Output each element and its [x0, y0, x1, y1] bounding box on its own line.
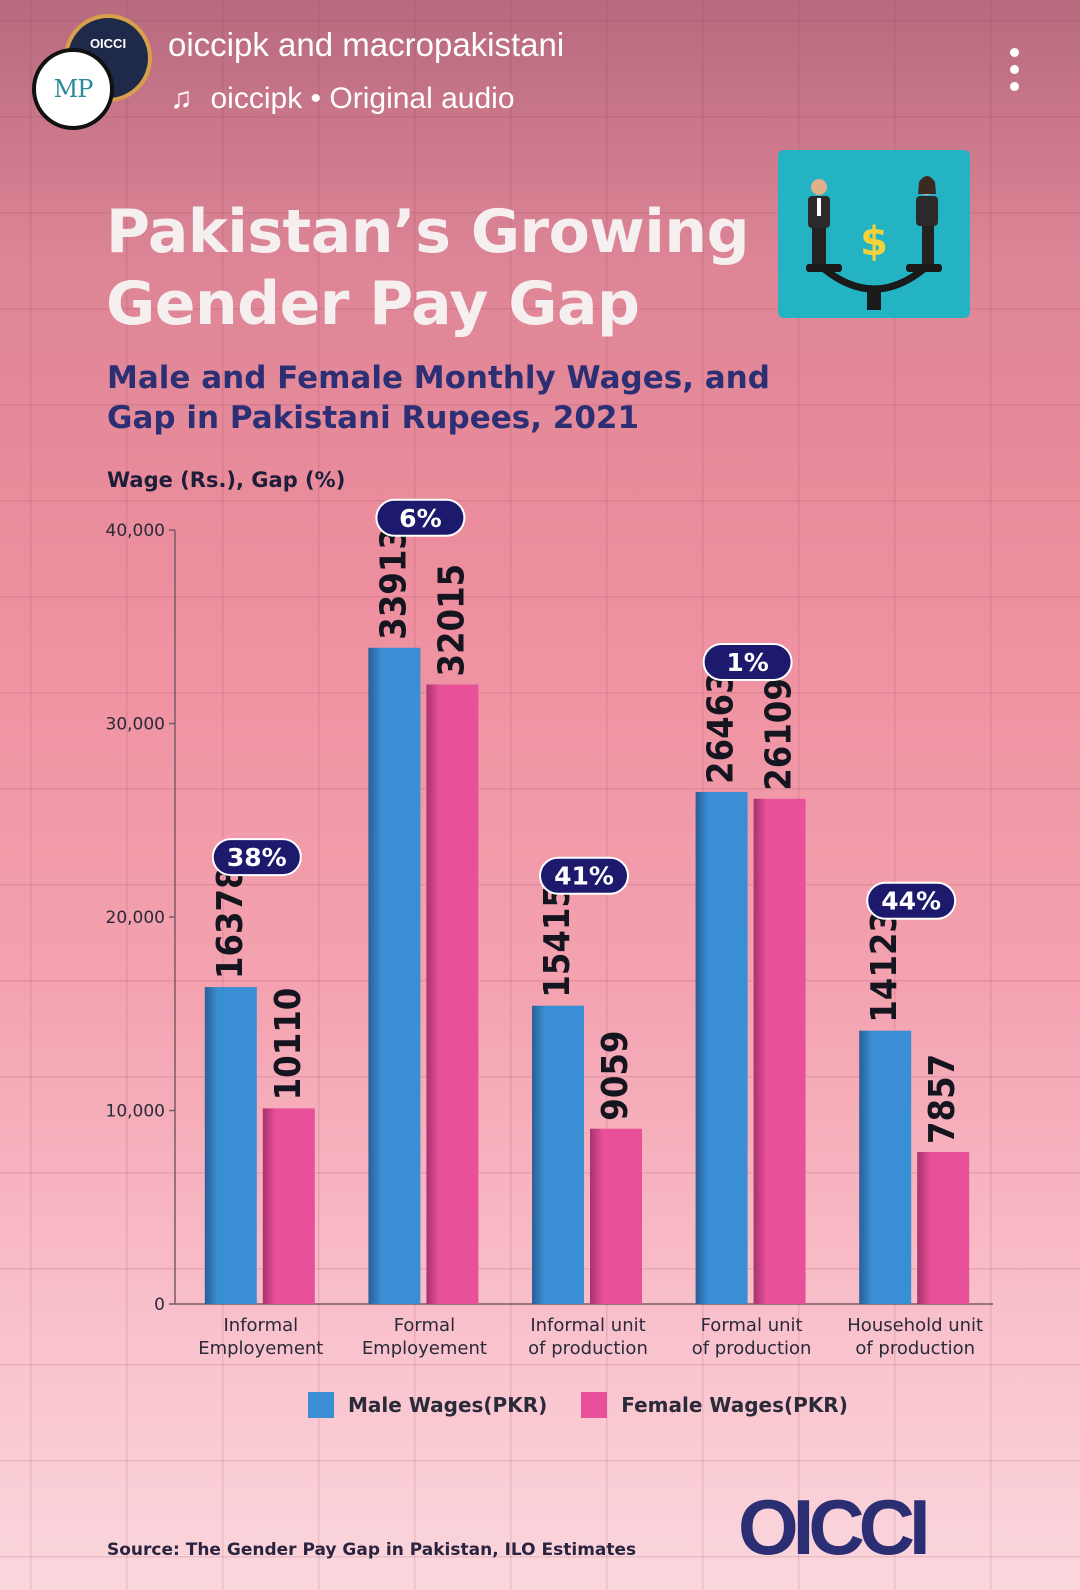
data-label-female: 10110 [268, 988, 309, 1101]
gap-label: 38% [227, 843, 287, 872]
legend-label-female: Female Wages(PKR) [621, 1393, 848, 1417]
gap-label: 1% [726, 648, 768, 677]
bar-female [753, 798, 806, 1304]
x-tick-label: Employement [362, 1338, 487, 1359]
audio-attribution[interactable]: ♫ oiccipk • Original audio [170, 82, 515, 116]
author-oiccipk[interactable]: oiccipk [168, 26, 269, 63]
audio-account: oiccipk [210, 82, 303, 115]
oicci-logo: OICCI [738, 1483, 931, 1571]
gap-badge [375, 498, 466, 537]
bar-male [695, 791, 748, 1304]
gap-label: 6% [399, 504, 441, 533]
avatar-mp-text: MP [53, 75, 94, 103]
bar-female [426, 684, 479, 1304]
legend-swatch-male [308, 1392, 334, 1418]
svg-text:$: $ [860, 219, 888, 265]
author-macropakistani[interactable]: macropakistani [342, 26, 565, 63]
x-tick-label: Employement [198, 1338, 323, 1359]
data-label-male: 15415 [537, 885, 578, 998]
audio-separator: • [302, 82, 330, 115]
gap-label: 41% [554, 862, 614, 891]
legend-item-male: Male Wages(PKR) [308, 1392, 547, 1418]
infographic-title: Pakistan’s Growing Gender Pay Gap [106, 196, 750, 340]
bar-female [262, 1108, 315, 1304]
x-tick-label: Informal unit [530, 1315, 645, 1336]
bar-male [859, 1030, 912, 1304]
title-line-1: Pakistan’s Growing [106, 197, 750, 267]
gap-badge [211, 838, 302, 877]
bar-female [590, 1128, 642, 1304]
data-label-female: 26109 [759, 678, 800, 791]
y-tick-label: 10,000 [106, 1102, 165, 1122]
audio-label: Original audio [329, 82, 515, 115]
avatar-macropakistani[interactable]: MP [32, 48, 114, 130]
data-label-male: 26463 [701, 671, 742, 784]
post-authors[interactable]: oiccipk and macropakistani [168, 26, 564, 64]
x-tick-label: of production [692, 1338, 812, 1359]
x-tick-label: of production [855, 1338, 975, 1359]
gap-label: 44% [881, 887, 941, 916]
gap-badge [539, 856, 629, 895]
legend-item-female: Female Wages(PKR) [581, 1392, 848, 1418]
y-tick-label: 30,000 [106, 715, 165, 735]
data-label-male: 14123 [864, 910, 905, 1023]
data-label-female: 7857 [922, 1054, 963, 1144]
x-tick-label: of production [528, 1338, 648, 1359]
gap-badge [702, 642, 793, 681]
y-tick-label: 0 [154, 1295, 165, 1315]
data-label-female: 32015 [431, 564, 472, 677]
chart-subtitle: Male and Female Monthly Wages, and Gap i… [107, 360, 770, 436]
title-line-2: Gender Pay Gap [106, 269, 640, 339]
bar-male [532, 1005, 584, 1304]
x-tick-label: Household unit [847, 1315, 983, 1336]
legend-label-male: Male Wages(PKR) [348, 1393, 548, 1417]
x-tick-label: Formal [394, 1315, 455, 1336]
legend-swatch-female [581, 1392, 608, 1418]
y-axis-title: Wage (Rs.), Gap (%) [107, 468, 346, 492]
chart-legend: Male Wages(PKR) Female Wages(PKR) [308, 1392, 882, 1418]
music-note-icon: ♫ [170, 82, 193, 115]
data-label-female: 9059 [595, 1031, 636, 1121]
bar-male [204, 987, 257, 1304]
gap-badge [866, 881, 957, 920]
y-tick-label: 20,000 [106, 908, 165, 928]
bar-female [917, 1151, 970, 1304]
x-tick-label: Informal [223, 1315, 298, 1336]
x-tick-label: Formal unit [701, 1315, 803, 1336]
y-tick-label: 40,000 [106, 521, 165, 541]
source-note: Source: The Gender Pay Gap in Pakistan, … [107, 1540, 637, 1560]
post-header: OICCI MP oiccipk and macropakistani ♫ oi… [0, 0, 1080, 140]
author-and: and [268, 26, 343, 63]
bar-male [368, 647, 421, 1304]
data-label-male: 33913 [373, 527, 414, 640]
more-options-icon[interactable] [1008, 48, 1020, 96]
data-label-male: 16378 [210, 866, 251, 979]
avatar-oicci-text: OICCI [89, 35, 127, 51]
gender-pay-balance-icon: $ [778, 150, 970, 318]
